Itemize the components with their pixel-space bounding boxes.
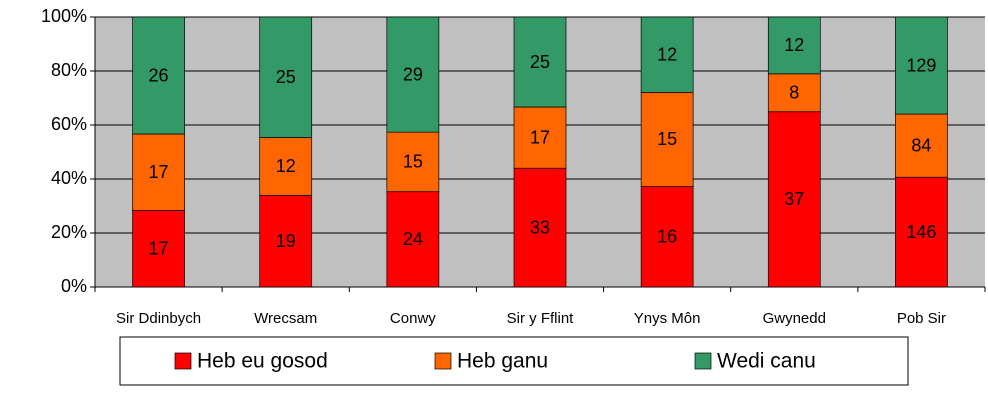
data-label: 25 [276,67,296,87]
legend-swatch [174,352,192,370]
data-label: 17 [149,239,169,259]
bar-segment [132,210,185,288]
data-label: 146 [906,222,936,242]
bar-segment [132,133,185,211]
data-label: 12 [276,156,296,176]
bar-segment [513,167,567,288]
legend-box [119,336,909,386]
legend-label: Heb eu gosod [197,350,328,373]
data-label: 12 [784,35,804,55]
bar-segment [895,16,948,115]
data-label: 33 [530,217,550,237]
x-tick-label: Wrecsam [254,310,317,327]
data-label: 16 [657,227,677,247]
data-label: 17 [149,162,169,182]
bar-segment [259,16,313,138]
data-label: 29 [403,64,423,84]
data-label: 84 [911,135,931,155]
bar-segment [767,16,821,75]
y-tick-label: 60% [51,114,87,134]
y-tick-label: 40% [51,168,87,188]
bar-segment [513,16,567,108]
bar-segment [386,16,440,133]
x-tick-label: Sir Ddinbych [116,310,201,327]
x-tick-label: Conwy [390,310,436,327]
bar-segment [640,186,694,288]
y-tick-label: 20% [51,222,87,242]
x-tick-label: Ynys Môn [634,310,701,327]
y-tick-label: 80% [51,60,87,80]
bar-segment [895,113,948,178]
bar-segment [132,16,185,135]
legend-swatch [434,352,452,370]
legend-swatch [694,352,712,370]
data-label: 24 [403,229,423,249]
bar-segment [640,91,694,187]
legend-label: Wedi canu [717,350,816,373]
y-tick-label: 100% [41,6,87,26]
x-tick-label: Pob Sir [897,310,946,327]
bar-segment [640,16,694,93]
bar-segment [767,111,821,288]
data-label: 15 [657,129,677,149]
data-label: 17 [530,127,550,147]
data-label: 129 [906,55,936,75]
data-label: 12 [657,44,677,64]
y-tick-label: 0% [61,276,87,296]
bar-segment [513,106,567,169]
bar-segment [895,176,948,288]
bar-segment [767,73,821,113]
data-label: 37 [784,189,804,209]
x-tick-label: Sir y Fflint [507,310,575,327]
bar-segment [386,131,440,193]
legend-label: Heb ganu [457,350,548,373]
bar-segment [386,191,440,288]
data-label: 8 [789,83,799,103]
data-label: 25 [530,52,550,72]
data-label: 26 [149,65,169,85]
data-label: 15 [403,152,423,172]
data-label: 19 [276,231,296,251]
bar-segment [259,195,313,288]
x-tick-label: Gwynedd [763,310,826,327]
